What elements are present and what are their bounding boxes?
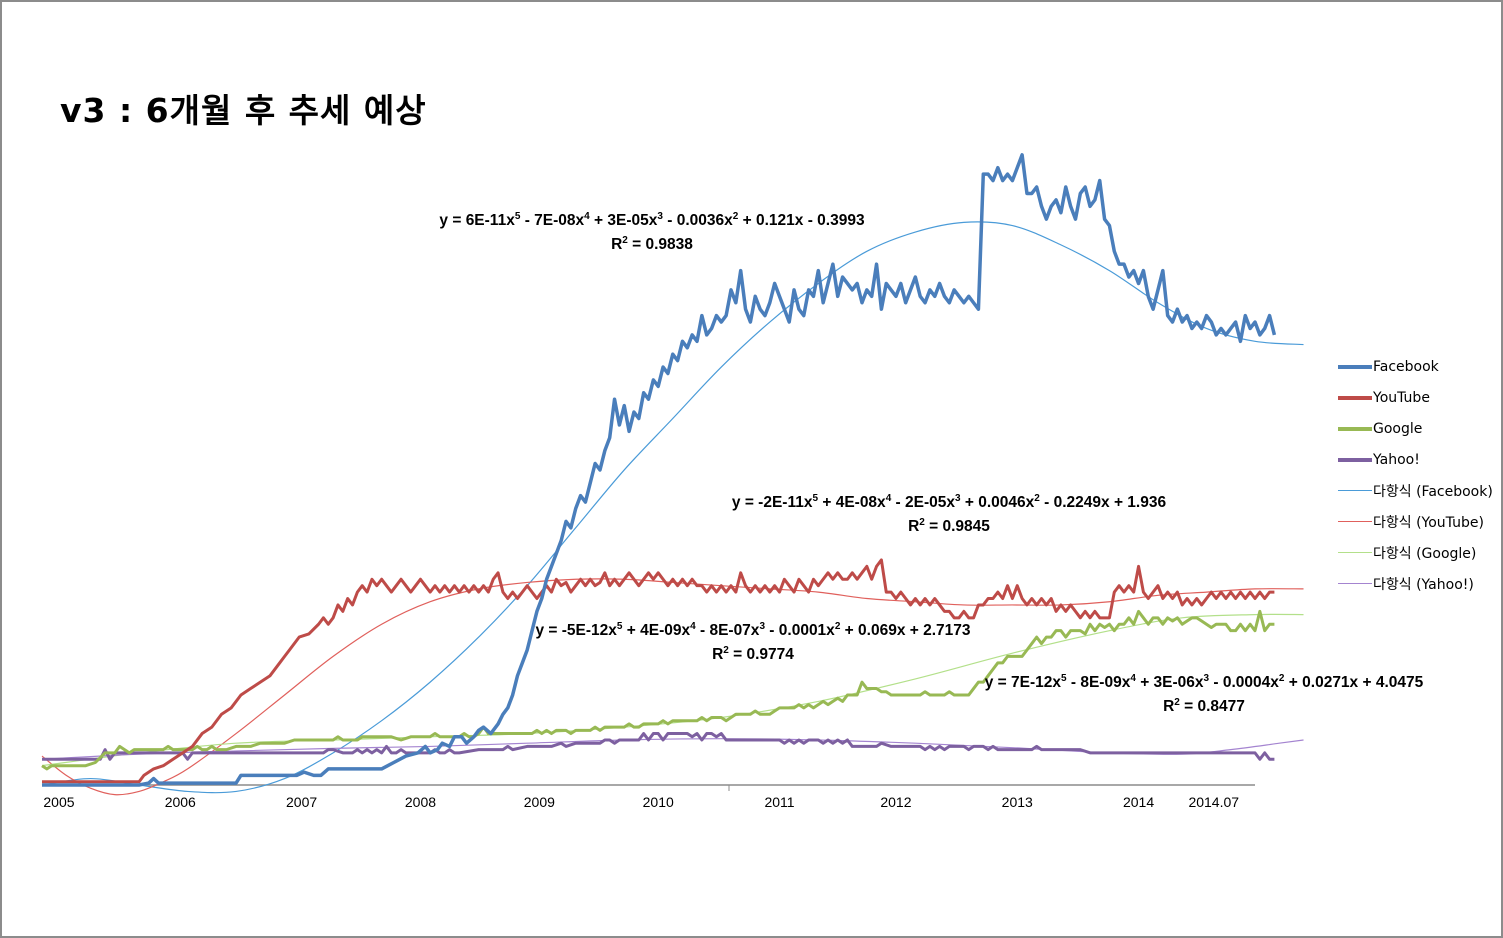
- series-line-yahoo: [42, 732, 1275, 761]
- equation-text: y = -2E-11x5 + 4E-08x4 - 2E-05x3 + 0.004…: [731, 493, 1167, 512]
- r-squared-text: R2 = 0.9838: [611, 235, 693, 254]
- legend-swatch: [1338, 552, 1372, 553]
- legend-item: Yahoo!: [1338, 444, 1503, 475]
- legend-item: 다항식 (Yahoo!): [1338, 568, 1503, 599]
- legend-item: Google: [1338, 413, 1503, 444]
- trendline-equation-yahoo: y = 7E-12x5 - 8E-09x4 + 3E-06x3 - 0.0004…: [976, 671, 1432, 719]
- legend-item: 다항식 (Facebook): [1338, 475, 1503, 506]
- legend-label: 다항식 (Facebook): [1373, 483, 1493, 500]
- r-squared-text: R2 = 0.9774: [712, 645, 794, 664]
- legend-swatch: [1338, 583, 1372, 584]
- x-tick-label: 2005: [43, 794, 75, 810]
- series-layer: [41, 153, 1277, 787]
- legend-label: 다항식 (YouTube): [1373, 514, 1484, 531]
- equation-text: y = -5E-12x5 + 4E-09x4 - 8E-07x3 - 0.000…: [535, 621, 971, 640]
- legend-item: Facebook: [1338, 351, 1503, 382]
- legend-label: Yahoo!: [1373, 451, 1420, 468]
- x-tick-label: 2014: [1122, 794, 1155, 810]
- series-line-facebook: [42, 153, 1277, 787]
- legend-item: YouTube: [1338, 382, 1503, 413]
- x-tick-label: 2007: [286, 794, 318, 810]
- series-line-google: [41, 609, 1275, 771]
- x-tick-label: 2008: [404, 794, 437, 810]
- equation-text: y = 7E-12x5 - 8E-09x4 + 3E-06x3 - 0.0004…: [984, 673, 1424, 692]
- r-squared-text: R2 = 0.8477: [1163, 697, 1245, 716]
- equation-text: y = 6E-11x5 - 7E-08x4 + 3E-05x3 - 0.0036…: [439, 211, 865, 230]
- legend-label: 다항식 (Google): [1373, 545, 1477, 562]
- x-tick-label: 2012: [880, 794, 912, 810]
- chart-legend: Facebook YouTube Google Yahoo! 다항식 (Facebook…: [1338, 351, 1503, 599]
- trendline-facebook: [41, 221, 1304, 794]
- r-squared-text: R2 = 0.9845: [908, 517, 990, 536]
- legend-item: 다항식 (Google): [1338, 537, 1503, 568]
- trendline-equation-google: y = -5E-12x5 + 4E-09x4 - 8E-07x3 - 0.000…: [527, 619, 979, 667]
- legend-swatch: [1338, 364, 1372, 369]
- legend-swatch: [1338, 457, 1372, 462]
- legend-label: Google: [1373, 420, 1423, 437]
- x-tick-label: 2011: [764, 794, 795, 810]
- legend-swatch: [1338, 395, 1372, 400]
- legend-swatch: [1338, 426, 1372, 431]
- chart-title: v3 : 6개월 후 추세 예상: [60, 91, 427, 130]
- series-line-youtube: [42, 558, 1275, 784]
- legend-swatch: [1338, 490, 1372, 491]
- x-tick-label: 2006: [164, 794, 196, 810]
- legend-swatch: [1338, 521, 1372, 522]
- legend-label: YouTube: [1373, 389, 1430, 406]
- legend-label: Facebook: [1373, 358, 1439, 375]
- x-tick-label: 2009: [523, 794, 555, 810]
- trendline-equation-facebook: y = 6E-11x5 - 7E-08x4 + 3E-05x3 - 0.0036…: [432, 209, 872, 257]
- legend-item: 다항식 (YouTube): [1338, 506, 1503, 537]
- x-tick-label: 2013: [1001, 794, 1033, 810]
- x-tick-label: 2014.07: [1188, 794, 1240, 810]
- legend-label: 다항식 (Yahoo!): [1373, 576, 1474, 593]
- x-tick-label: 2010: [642, 794, 674, 810]
- trendline-equation-youtube: y = -2E-11x5 + 4E-08x4 - 2E-05x3 + 0.004…: [724, 491, 1174, 539]
